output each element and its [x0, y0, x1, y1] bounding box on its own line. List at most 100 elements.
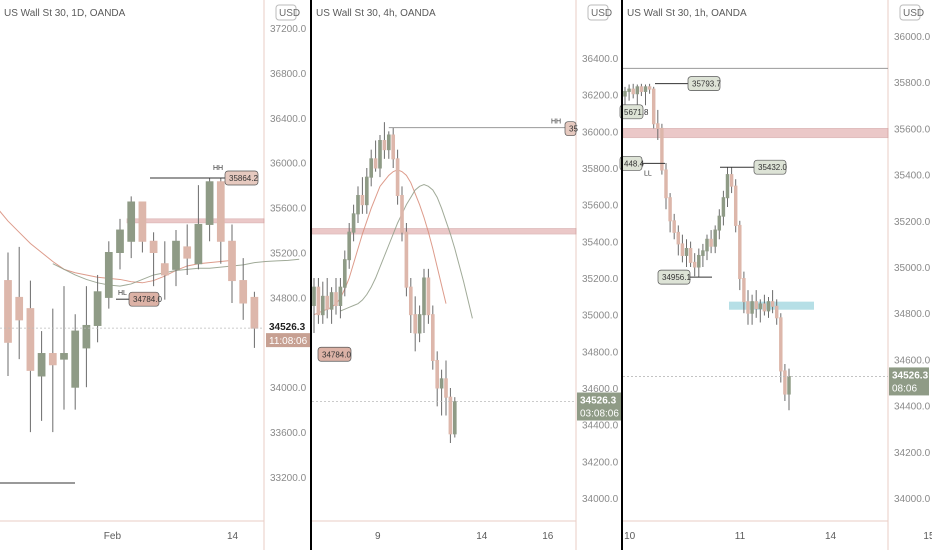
four-hour-y-tick: 34400.0	[582, 421, 619, 432]
one-hour-y-tick: 34200.0	[894, 448, 931, 459]
daily-y-tick: 35200.0	[270, 249, 307, 260]
four-hour-y-tick: 34800.0	[582, 347, 619, 358]
daily-candle	[127, 196, 136, 259]
one-hour-x-tick: 14	[825, 531, 837, 542]
daily-candle	[93, 274, 102, 343]
four-hour-candle	[430, 305, 435, 370]
four-hour-candle	[417, 305, 422, 343]
daily-candle	[149, 232, 158, 287]
daily-resistance-zone	[126, 218, 265, 224]
daily-candle	[26, 280, 35, 433]
four-hour-chart-panel[interactable]: US Wall St 30, 4h, OANDA USD 35 HH 34784.0…	[311, 0, 621, 550]
four-hour-candle	[325, 278, 330, 319]
one-hour-candle	[787, 368, 791, 411]
four-hour-countdown: 03:08:06	[580, 409, 619, 420]
four-hour-y-tick: 35600.0	[582, 201, 619, 212]
one-hour-chart-title: US Wall St 30, 1h, OANDA	[627, 8, 747, 19]
one-hour-candle	[721, 190, 726, 226]
one-hour-annotation-label: 35793.7	[655, 76, 721, 92]
one-hour-candle	[664, 163, 668, 210]
four-hour-y-tick: 34000.0	[582, 494, 619, 505]
one-hour-y-tick: 34600.0	[894, 355, 931, 366]
daily-price-badge	[266, 319, 312, 334]
four-hour-candle	[400, 186, 404, 242]
four-hour-candle	[329, 287, 334, 324]
four-hour-candle	[452, 397, 457, 438]
four-hour-y-tick: 35800.0	[582, 164, 619, 175]
one-hour-candle	[631, 83, 635, 99]
daily-annotation-label: 35864.2 HH	[150, 165, 258, 186]
four-hour-candle	[426, 268, 431, 324]
daily-annotation-tag: HH	[213, 165, 223, 172]
four-hour-x-tick: 14	[476, 531, 488, 542]
daily-candle	[228, 224, 236, 304]
one-hour-annotation-tag: LL	[644, 170, 652, 177]
daily-x-tick: 14	[227, 531, 239, 542]
one-hour-annotation-label: 35432.0	[720, 159, 787, 175]
one-hour-candle	[643, 84, 648, 106]
one-hour-candle	[713, 225, 717, 254]
four-hour-y-tick: 35200.0	[582, 274, 619, 285]
daily-y-tick: 33200.0	[270, 473, 307, 484]
four-hour-y-tick: 36000.0	[582, 127, 619, 138]
four-hour-candle	[342, 250, 347, 297]
one-hour-chart-panel[interactable]: US Wall St 30, 1h, OANDA USD 35793.7 5671…	[619, 0, 932, 550]
daily-countdown-badge	[266, 333, 312, 348]
daily-candle	[216, 177, 225, 264]
daily-candle	[138, 201, 147, 253]
one-hour-y-tick: 34800.0	[894, 309, 931, 320]
one-hour-candle	[725, 167, 730, 207]
one-hour-candle	[758, 299, 763, 323]
four-hour-price-badge	[577, 392, 621, 421]
daily-chart-panel[interactable]: US Wall St 30, 1D, OANDA USD 35864.2 HH 34…	[0, 0, 312, 550]
four-hour-y-tick: 36200.0	[582, 91, 619, 102]
one-hour-y-tick: 35000.0	[894, 263, 931, 274]
svg-text:35864.2: 35864.2	[229, 174, 258, 183]
daily-candle	[194, 185, 203, 270]
four-hour-candle	[369, 149, 374, 187]
svg-text:448.4: 448.4	[624, 159, 645, 168]
one-hour-candle	[709, 230, 713, 254]
one-hour-usd-badge[interactable]: USD	[899, 4, 924, 21]
one-hour-y-tick: 35200.0	[894, 217, 931, 228]
one-hour-annotation-label: 34956.1	[657, 269, 712, 285]
one-hour-candle	[774, 299, 779, 325]
svg-text:35: 35	[569, 125, 578, 134]
four-hour-candle	[435, 351, 440, 407]
four-hour-usd-badge[interactable]: USD	[587, 4, 612, 21]
one-hour-y-tick: 36000.0	[894, 32, 931, 43]
four-hour-candle	[334, 278, 338, 315]
one-hour-candle	[651, 86, 656, 129]
one-hour-candle	[647, 83, 652, 94]
one-hour-y-tick: 35800.0	[894, 78, 931, 89]
four-hour-annotation-label: 35 HH	[551, 119, 578, 137]
four-hour-candle	[391, 127, 396, 168]
daily-last-price: 34526.3	[269, 322, 306, 333]
one-hour-currency-label: USD	[903, 8, 924, 19]
four-hour-candle	[378, 135, 382, 178]
four-hour-currency-label: USD	[591, 8, 612, 19]
one-hour-annotation-label: 448.4 LL	[619, 156, 665, 177]
one-hour-price-badge	[889, 367, 929, 396]
daily-y-tick: 35600.0	[270, 204, 307, 215]
four-hour-last-price: 34526.3	[580, 396, 617, 407]
daily-usd-badge[interactable]: USD	[275, 4, 300, 21]
daily-candle	[37, 331, 46, 421]
one-hour-y-tick: 34000.0	[894, 494, 931, 505]
daily-chart-title: US Wall St 30, 1D, OANDA	[4, 8, 126, 19]
one-hour-candle	[762, 294, 767, 316]
one-hour-candle	[766, 297, 771, 318]
daily-candle	[71, 314, 80, 410]
one-hour-candle	[668, 193, 672, 233]
one-hour-candle	[746, 290, 750, 325]
four-hour-candle	[351, 204, 356, 242]
four-hour-annotation-label: 34784.0	[317, 346, 351, 362]
daily-y-tick: 36400.0	[270, 114, 307, 125]
four-hour-candle	[448, 388, 453, 443]
four-hour-candle	[413, 296, 418, 352]
four-hour-candle	[320, 281, 325, 324]
one-hour-candle	[627, 84, 631, 101]
one-hour-candle	[676, 225, 681, 256]
four-hour-candle	[444, 360, 448, 416]
